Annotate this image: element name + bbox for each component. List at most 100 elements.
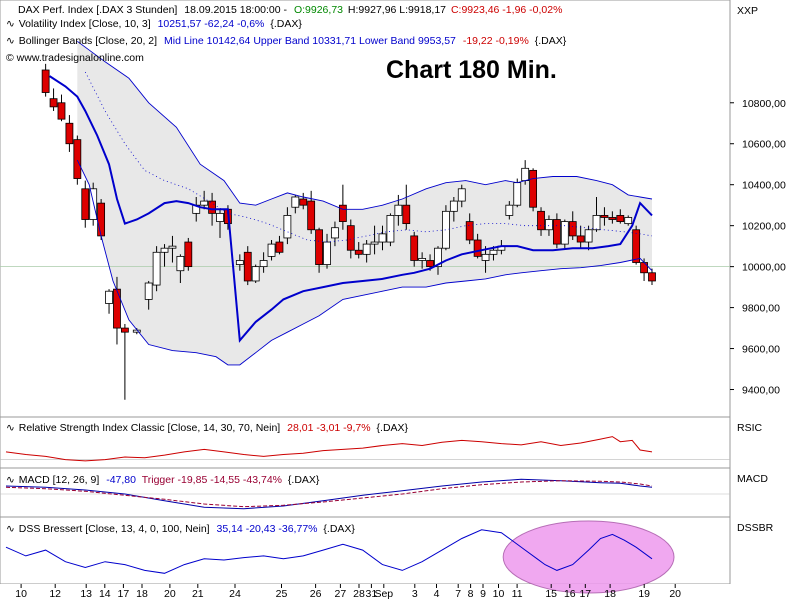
candle-body [57,102,66,120]
header-volatility: ∿ Volatility Index [Close, 10, 3] 10251,… [6,18,302,30]
axis-ticks-layer: 10800,00 10600,00 10400,00 10200,00 10000,00… [15,98,786,600]
candle [568,211,577,240]
x-tick-label: 13 [80,588,92,600]
candle-body [648,272,656,282]
candle-body [529,169,538,208]
x-tick-label: 18 [136,588,148,600]
candle-body [331,227,339,239]
candle-body [81,188,90,220]
candle [457,184,466,208]
candle-body [481,253,490,261]
volatility-index-line [49,75,653,343]
candle-body [267,243,276,257]
header-bollinger: ∿ Bollinger Bands [Close, 20, 2] Mid Lin… [6,35,567,47]
x-tick-label: 16 [564,588,576,600]
candle [632,225,641,265]
candle [113,276,121,345]
candle-body [616,215,625,222]
candle [442,205,450,251]
candle [481,246,490,273]
candle-body [97,202,106,237]
candle [552,213,561,249]
candle-body [89,188,98,220]
candle-body [208,200,216,214]
candle-body [465,221,474,241]
candle [465,213,474,245]
macd-panel[interactable] [0,467,731,518]
candle [275,235,284,255]
candle [283,207,292,245]
candle [473,233,482,259]
x-tick-label: 28 [353,588,365,600]
chart-overlay-title: Chart 180 Min. [386,56,557,84]
candle-body [505,204,514,216]
x-tick-label: 26 [310,588,322,600]
candle [529,168,538,212]
candle-body [251,266,260,282]
rsi-header-text: ∿ Relative Strength Index Classic [Close… [6,422,409,434]
candle-body [545,219,553,231]
candle-body [168,245,177,249]
candle-body [315,229,323,265]
candle-body [338,204,347,222]
macd-axis-label: MACD [737,473,768,485]
bollinger-band-fill [77,41,653,365]
candle-body [592,215,601,231]
bollinger-mid-line [84,71,653,243]
candle-body [378,233,387,243]
candle [584,225,593,251]
subpanel-lines-layer [5,436,675,594]
candle-body [243,251,252,282]
candle-body [632,229,641,263]
candle [410,231,419,267]
candle-body [584,229,593,243]
candle-body [291,196,300,208]
candle-body [600,215,609,218]
y-tick-label: 10000,00 [742,262,786,274]
candle-body [370,241,379,245]
candle-body [434,247,442,268]
macd-header: ∿ MACD [12, 26, 9] -47,80 Trigger -19,85… [6,474,320,486]
x-tick-label: 8 [468,588,474,600]
candle [354,242,363,259]
candle-body [568,221,577,237]
x-tick-label: 19 [638,588,650,600]
candle [537,207,545,236]
candle [418,252,427,269]
candle [362,240,371,263]
candle-body [144,282,153,300]
candle-body [402,204,411,225]
x-tick-label: 20 [164,588,176,600]
candle [616,209,625,224]
candle-body [394,204,403,216]
candle-body [410,235,419,261]
candle-body [275,241,284,253]
x-tick-label: 15 [545,588,557,600]
main-axis-label: XXP [737,5,758,17]
x-tick-label: 31 [366,588,378,600]
x-tick-label: 7 [455,588,461,600]
rsi-header: ∿ Relative Strength Index Classic [Close… [6,422,409,434]
candle [176,254,185,284]
candle [338,184,347,230]
candle [200,190,209,210]
candle-body [473,239,482,257]
macd-trigger-line [5,480,653,508]
candle-body [640,262,648,274]
candle [600,207,609,226]
y-tick-label: 10800,00 [742,98,786,110]
dss-highlight-ellipse [502,520,675,594]
candle [370,225,379,255]
candle [259,252,268,273]
x-tick-label: 10 [493,588,505,600]
y-tick-label: 9600,00 [742,344,780,356]
candle [184,237,193,271]
rsi-axis-label: RSIC [737,422,763,434]
candle [235,254,244,271]
candle-body [152,251,161,286]
candle [560,219,569,249]
y-tick-label: 9400,00 [742,385,780,397]
bollinger-band-layer [77,41,653,365]
macd-line [5,478,653,510]
